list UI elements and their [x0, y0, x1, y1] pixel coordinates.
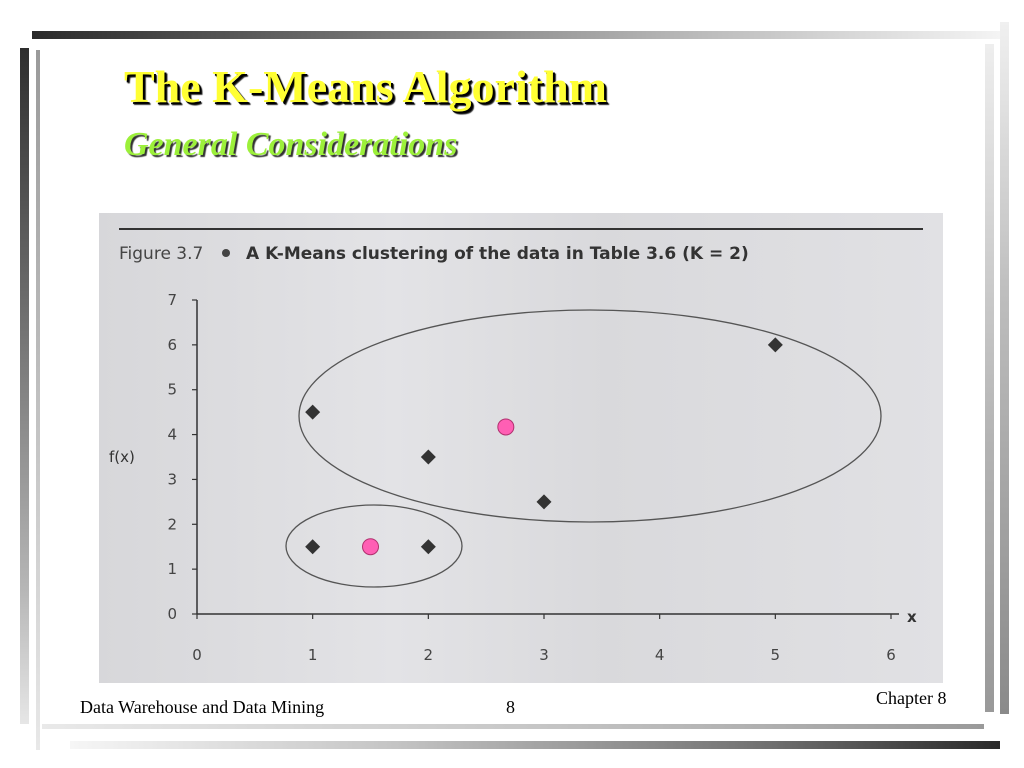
figure-label: Figure 3.7 [119, 244, 203, 264]
x-tick-label: 0 [192, 646, 202, 664]
data-point [536, 494, 552, 510]
data-point [305, 539, 321, 555]
y-tick-label: 1 [167, 560, 177, 578]
y-tick-label: 0 [167, 605, 177, 623]
chart-marks [305, 337, 783, 556]
x-tick-label: 4 [655, 646, 665, 664]
y-tick-label: 5 [167, 381, 177, 399]
left-thin-decorative-bar [36, 50, 40, 750]
bottom-decorative-bar [70, 741, 1000, 749]
footer-page-number: 8 [506, 697, 515, 717]
cluster-ellipses [285, 309, 882, 588]
top-decorative-bar [32, 31, 1000, 39]
left-decorative-bar [20, 48, 29, 724]
centroid-point [362, 538, 379, 556]
y-tick-label: 7 [167, 291, 177, 309]
x-axis-label: x [907, 608, 917, 626]
chart-title: A K-Means clustering of the data in Tabl… [246, 244, 749, 264]
x-tick-label: 1 [308, 646, 318, 664]
x-tick-label: 3 [539, 646, 549, 664]
x-tick-label: 2 [424, 646, 434, 664]
data-point [420, 449, 436, 465]
right-decorative-bar [1000, 22, 1009, 714]
y-tick-label: 3 [167, 470, 177, 488]
slide-title: The K-Means Algorithm [124, 61, 607, 112]
figure-bullet [222, 249, 230, 257]
chart-axes: 0 1 2 3 4 5 6 0 1 2 3 4 5 6 7 x f(x) [109, 291, 917, 664]
right-inner-decorative-bar [985, 44, 994, 712]
data-point [420, 539, 436, 555]
cluster-ellipse-small [285, 504, 463, 588]
y-axis-label: f(x) [109, 448, 135, 466]
slide-subtitle: General Considerations [124, 126, 458, 163]
y-tick-label: 4 [167, 426, 177, 444]
kmeans-figure: Figure 3.7 A K-Means clustering of the d… [99, 213, 943, 683]
x-tick-label: 6 [886, 646, 896, 664]
footer-chapter: Chapter 8 [876, 688, 947, 708]
figure-background [99, 213, 943, 683]
scatter-chart: Figure 3.7 A K-Means clustering of the d… [99, 213, 943, 683]
bottom-thin-decorative-bar [42, 724, 984, 729]
centroid-point [497, 418, 515, 436]
cluster-ellipse-large [298, 309, 882, 523]
x-tick-label: 5 [771, 646, 781, 664]
footer-course-title: Data Warehouse and Data Mining [80, 697, 325, 717]
data-point [305, 404, 321, 420]
y-tick-label: 6 [167, 336, 177, 354]
data-point [767, 337, 783, 353]
y-tick-label: 2 [167, 515, 177, 533]
